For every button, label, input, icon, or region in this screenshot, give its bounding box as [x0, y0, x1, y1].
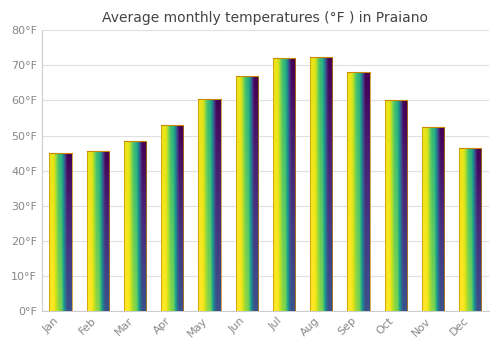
- Title: Average monthly temperatures (°F ) in Praiano: Average monthly temperatures (°F ) in Pr…: [102, 11, 428, 25]
